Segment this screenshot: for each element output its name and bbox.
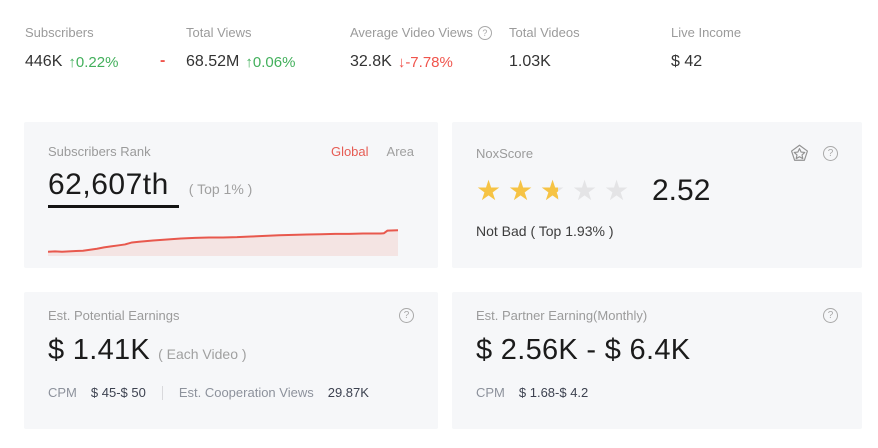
stat-subscribers: Subscribers 446K ↑0.22% (25, 26, 118, 71)
stat-value-text: $ 42 (671, 53, 703, 70)
noxscore-header-icons: ? (790, 144, 838, 163)
cooperation-views-value: 29.87K (327, 385, 369, 400)
partner-earnings-cpm-row: CPM $ 1.68-$ 4.2 (476, 385, 838, 400)
tab-area[interactable]: Area (386, 144, 414, 159)
pentagon-star-radar-icon[interactable] (790, 144, 809, 163)
help-icon[interactable]: ? (823, 146, 838, 161)
potential-earnings-amount: $ 1.41K (48, 334, 151, 366)
tab-global[interactable]: Global (330, 144, 369, 159)
stat-value-text: 446K (25, 53, 63, 70)
star-icon: ★ (604, 175, 630, 206)
rank-scope-tabs: Global Area (331, 144, 414, 159)
stat-label-text: Average Video Views (350, 25, 473, 40)
stat-subscribers-label: Subscribers (25, 25, 94, 40)
up-arrow-icon: ↑ (245, 53, 253, 71)
up-arrow-icon: ↑ (68, 53, 76, 71)
star-half-icon: ★ ★ (540, 175, 566, 206)
card-title: Est. Potential Earnings (48, 308, 180, 323)
noxscore-stars-row: ★ ★ ★ ★ ★ ★ 2.52 (476, 174, 838, 208)
stat-total-views: Total Views 68.52M ↑0.06% (186, 26, 295, 71)
star-icon: ★ (508, 175, 534, 206)
rank-change-dash-icon: - (160, 52, 166, 69)
help-icon[interactable]: ? (823, 308, 838, 323)
cpm-label: CPM (48, 385, 77, 400)
potential-earnings-amount-row: $ 1.41K ( Each Video ) (48, 334, 414, 367)
stat-total-views-value: 68.52M ↑0.06% (186, 53, 295, 71)
stat-average-video-views: Average Video Views ? 32.8K ↓-7.78% (350, 26, 492, 71)
help-icon[interactable]: ? (477, 26, 492, 40)
stat-total-videos: Total Videos 1.03K (509, 26, 580, 71)
partner-earnings-amount: $ 2.56K - $ 6.4K (476, 334, 691, 366)
stat-total-videos-label: Total Videos (509, 25, 580, 40)
subscribers-rank-card: Subscribers Rank Global Area 62,607th ( … (24, 122, 438, 268)
stat-average-video-views-label: Average Video Views ? (350, 26, 492, 40)
cpm-value: $ 45-$ 50 (90, 385, 146, 400)
noxscore-header: NoxScore ? (476, 144, 838, 163)
cpm-value: $ 1.68-$ 4.2 (518, 385, 589, 400)
subscribers-rank-value[interactable]: 62,607th (48, 168, 179, 208)
potential-earnings-header: Est. Potential Earnings ? (48, 308, 414, 323)
subscribers-rank-header: Subscribers Rank Global Area (48, 144, 414, 159)
partner-earnings-header: Est. Partner Earning(Monthly) ? (476, 308, 838, 323)
noxscore-note: Not Bad ( Top 1.93% ) (476, 223, 614, 239)
rank-trend-sparkline (48, 229, 398, 256)
each-video-note: ( Each Video ) (158, 346, 247, 362)
star-icon: ★ (572, 175, 598, 206)
stat-change: ↓-7.78% (397, 53, 453, 71)
noxscore-card: NoxScore ? ★ ★ ★ ★ ★ ★ 2.52 Not Bad ( Top… (452, 122, 862, 268)
stat-change: ↑0.06% (245, 53, 296, 71)
down-arrow-icon: ↓ (397, 53, 406, 71)
stat-average-video-views-value: 32.8K ↓-7.78% (350, 53, 492, 71)
stat-change: ↑0.22% (68, 53, 119, 71)
potential-earnings-card: Est. Potential Earnings ? $ 1.41K ( Each… (24, 292, 438, 429)
help-icon[interactable]: ? (399, 308, 414, 323)
stat-live-income: Live Income $ 42 (671, 26, 741, 71)
rank-top-percent-note: ( Top 1% ) (188, 181, 253, 197)
stat-total-videos-value: 1.03K (509, 53, 580, 71)
rank-row: 62,607th ( Top 1% ) (48, 168, 414, 208)
stat-live-income-value: $ 42 (671, 53, 741, 71)
cpm-label: CPM (476, 385, 505, 400)
stat-total-views-label: Total Views (186, 25, 252, 40)
card-title: NoxScore (476, 146, 534, 161)
stat-subscribers-value: 446K ↑0.22% (25, 53, 118, 71)
star-icon: ★ (476, 175, 502, 206)
cooperation-views-label: Est. Cooperation Views (178, 385, 314, 400)
partner-earnings-amount-row: $ 2.56K - $ 6.4K (476, 334, 838, 367)
stat-live-income-label: Live Income (671, 25, 742, 40)
card-title: Subscribers Rank (48, 144, 151, 159)
vertical-divider (161, 385, 163, 400)
stat-value-text: 68.52M (186, 53, 240, 70)
stat-value-text: 32.8K (350, 53, 392, 70)
stat-value-text: 1.03K (509, 53, 551, 70)
noxscore-value: 2.52 (652, 174, 711, 207)
card-title: Est. Partner Earning(Monthly) (476, 308, 648, 323)
partner-earnings-card: Est. Partner Earning(Monthly) ? $ 2.56K … (452, 292, 862, 429)
potential-earnings-cpm-row: CPM $ 45-$ 50 Est. Cooperation Views 29.… (48, 385, 414, 400)
